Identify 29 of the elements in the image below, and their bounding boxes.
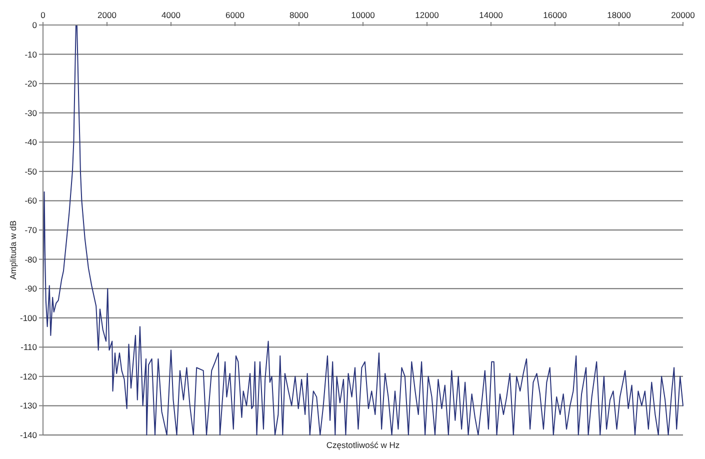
y-tick-label: -110 bbox=[20, 342, 38, 352]
line-series bbox=[42, 24, 684, 436]
y-tick-label: -130 bbox=[20, 400, 38, 411]
x-tick-label: 10000 bbox=[351, 10, 376, 20]
y-tick-label: -20 bbox=[24, 78, 38, 89]
x-tick-label: 8000 bbox=[290, 10, 309, 20]
y-tick-label: -100 bbox=[20, 312, 38, 323]
x-axis-title: Częstotliwość w Hz bbox=[326, 440, 400, 450]
y-tick-label: -40 bbox=[24, 137, 38, 148]
x-tick-label: 4000 bbox=[162, 10, 181, 20]
x-tick-label: 12000 bbox=[415, 10, 440, 20]
x-tick-label: 2000 bbox=[98, 10, 117, 20]
y-tick-label: -140 bbox=[20, 430, 38, 440]
y-tick-label: -70 bbox=[24, 224, 38, 235]
y-tick-label: -10 bbox=[24, 49, 38, 60]
y-tick-label: 0 bbox=[32, 20, 38, 30]
y-tick-label: -30 bbox=[24, 108, 38, 118]
x-tick-label: 20000 bbox=[671, 10, 696, 20]
y-tick-label: -50 bbox=[24, 166, 38, 176]
y-tick-label: -80 bbox=[24, 254, 38, 264]
y-tick-label: -90 bbox=[24, 284, 38, 294]
x-tick-label: 0 bbox=[40, 10, 46, 20]
y-tick-label: -60 bbox=[24, 196, 38, 206]
x-tick-label: 18000 bbox=[607, 10, 632, 20]
y-tick-label: -120 bbox=[20, 371, 38, 382]
x-tick-label: 6000 bbox=[226, 10, 245, 20]
x-tick-label: 14000 bbox=[479, 10, 504, 20]
x-tick-label: 16000 bbox=[543, 10, 568, 20]
y-axis-title: Amplituda w dB bbox=[8, 220, 18, 280]
